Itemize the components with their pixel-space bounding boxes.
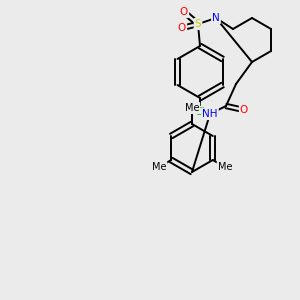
Text: O: O bbox=[178, 23, 186, 33]
Text: Cl: Cl bbox=[195, 107, 206, 117]
Text: Me: Me bbox=[152, 162, 166, 172]
Text: Me: Me bbox=[185, 103, 199, 113]
Text: O: O bbox=[180, 7, 188, 17]
Text: NH: NH bbox=[202, 109, 218, 119]
Text: Me: Me bbox=[218, 162, 232, 172]
Text: O: O bbox=[240, 105, 248, 115]
Text: N: N bbox=[212, 13, 220, 23]
Text: S: S bbox=[195, 19, 201, 29]
